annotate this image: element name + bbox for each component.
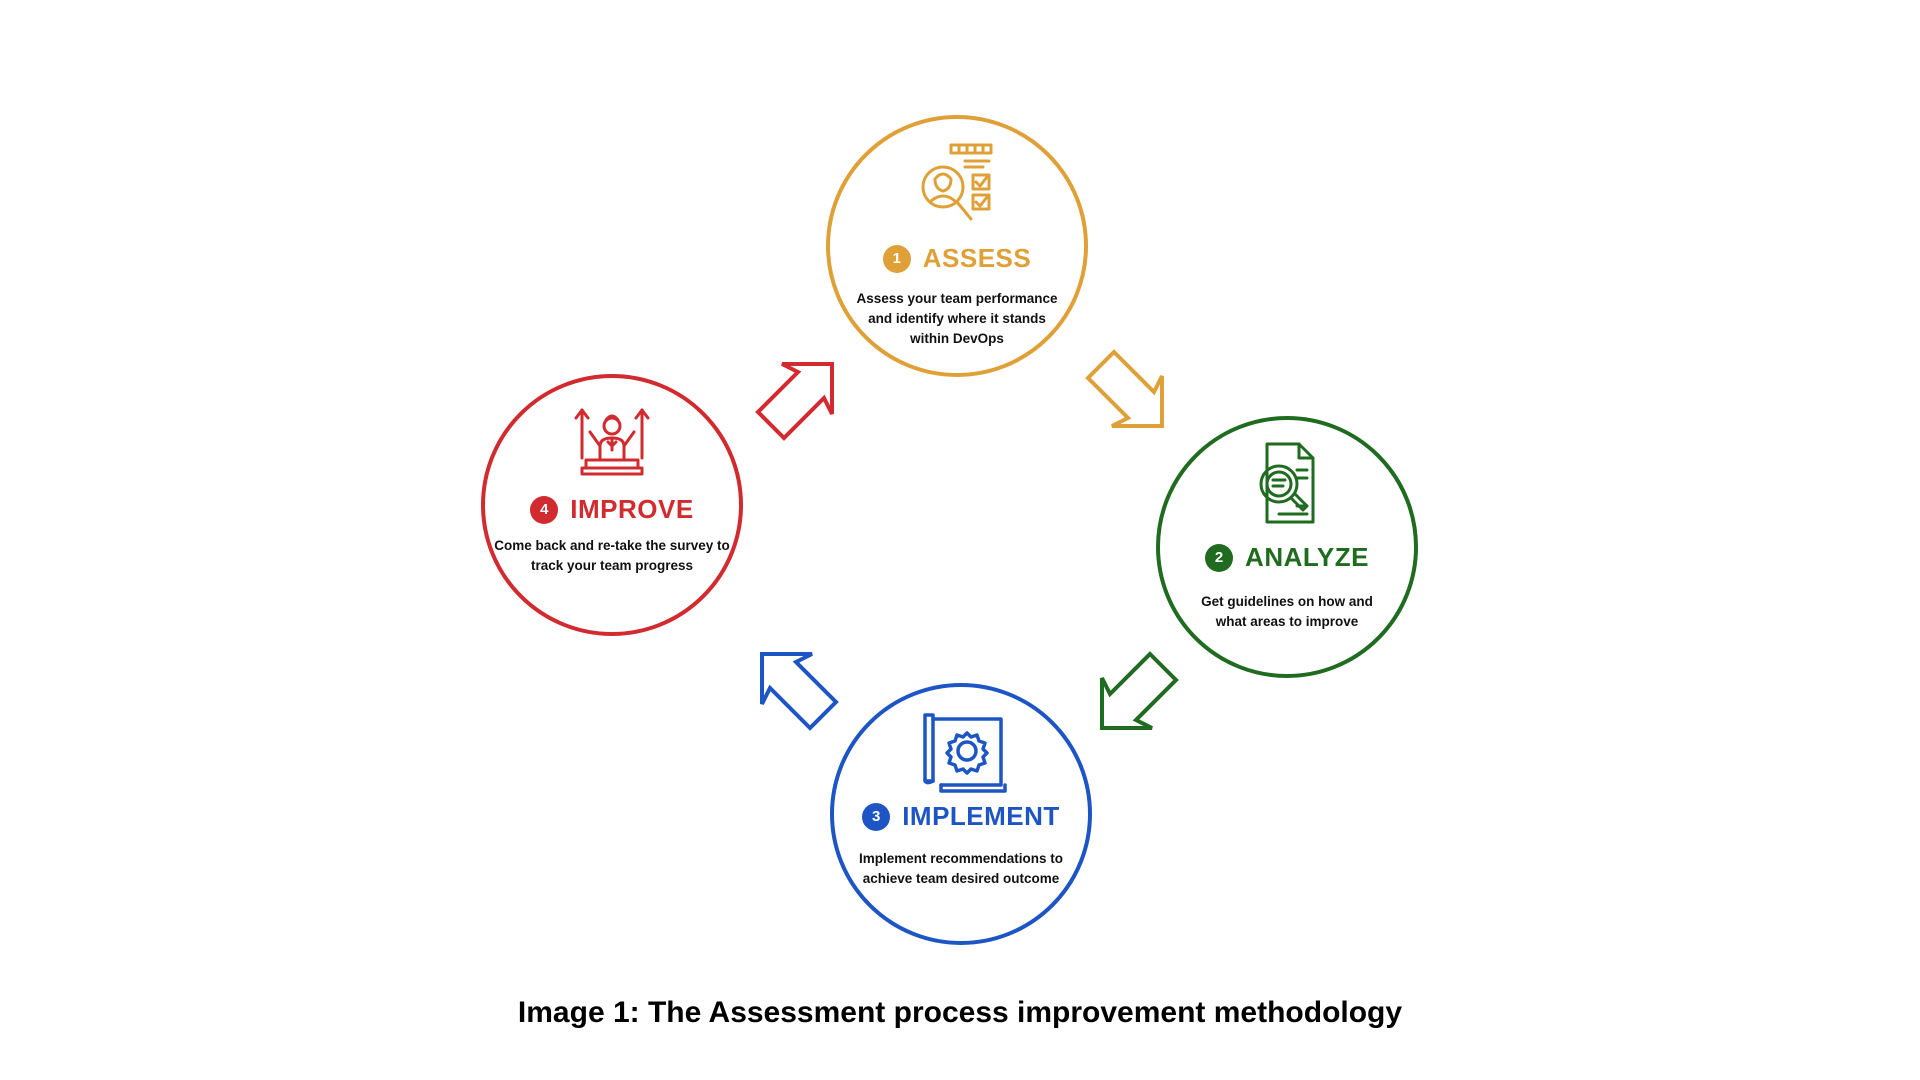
step-title: ANALYZE <box>1245 542 1369 572</box>
step-title: ASSESS <box>922 243 1032 273</box>
blueprint-gear-icon <box>923 713 1007 793</box>
assessment-person-checklist-icon <box>921 143 993 221</box>
step-improve-heading: 4 IMPROVE <box>485 494 739 525</box>
step-assess-circle: 1 ASSESS Assess your team performance an… <box>826 115 1088 377</box>
step-title: IMPROVE <box>570 494 694 524</box>
arrow-analyze-to-implement <box>1100 651 1179 730</box>
step-improve-circle: 4 IMPROVE Come back and re-take the surv… <box>481 374 743 636</box>
step-number-badge: 3 <box>862 802 891 831</box>
step-description: Come back and re-take the survey to trac… <box>494 538 730 573</box>
step-assess-heading: 1 ASSESS <box>830 243 1084 274</box>
arrow-implement-to-improve <box>760 652 839 731</box>
step-number-badge: 1 <box>882 244 911 273</box>
step-description: Implement recommendations to achieve tea… <box>858 851 1064 886</box>
document-magnifier-icon <box>1259 442 1315 524</box>
step-implement-circle: 3 IMPLEMENT Implement recommendations to… <box>830 683 1092 945</box>
step-analyze-circle: 2 ANALYZE Get guidelines on how and what… <box>1156 416 1418 678</box>
step-title: IMPLEMENT <box>902 801 1060 831</box>
step-number-badge: 4 <box>530 495 559 524</box>
step-implement-heading: 3 IMPLEMENT <box>834 801 1088 832</box>
arrow-improve-to-assess <box>755 362 834 441</box>
person-growth-arrows-icon <box>574 408 650 476</box>
figure-caption: Image 1: The Assessment process improvem… <box>517 996 1403 1029</box>
step-analyze-heading: 2 ANALYZE <box>1160 542 1414 573</box>
arrow-assess-to-analyze <box>1085 349 1164 428</box>
step-description: Assess your team performance and identif… <box>856 291 1058 346</box>
step-number-badge: 2 <box>1205 543 1234 572</box>
step-description: Get guidelines on how and what areas to … <box>1201 594 1373 629</box>
